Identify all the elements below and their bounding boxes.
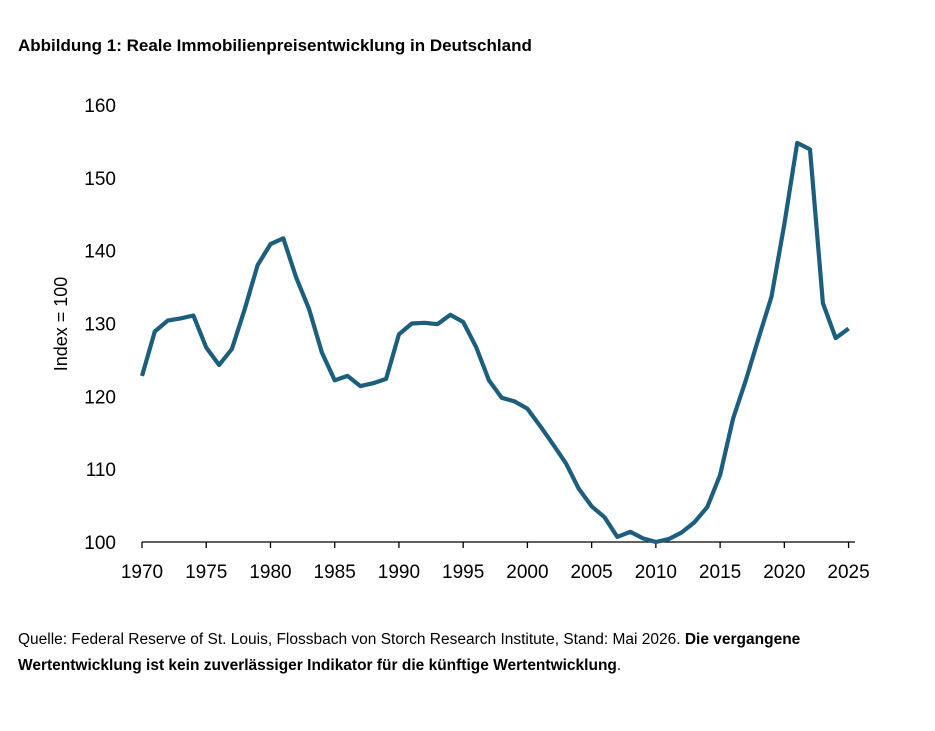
y-tick-labels: 100 110 120 130 140 150 160 [84,96,116,554]
y-tick-label: 140 [84,242,116,263]
x-tick-label: 2005 [570,562,612,583]
y-tick-label: 120 [84,387,116,408]
x-tick-label: 2025 [827,562,869,583]
y-tick-label: 100 [84,533,116,554]
x-tick-marks [141,542,850,548]
x-tick-label: 2010 [635,562,677,583]
x-tick-labels: 1970 1975 1980 1985 1990 1995 2000 2005 2010 2015… [121,562,870,583]
y-tick-label: 130 [84,315,116,336]
x-tick-label: 1980 [249,562,291,583]
y-tick-label: 150 [84,169,116,190]
x-tick-label: 2000 [506,562,548,583]
footnote: Quelle: Federal Reserve of St. Louis, Fl… [18,627,918,679]
x-tick-label: 1975 [185,562,227,583]
x-tick-label: 1995 [442,562,484,583]
x-tick-label: 1970 [121,562,163,583]
disclaimer: Die vergangene Wertentwicklung ist kein … [18,631,801,674]
source-note: Quelle: Federal Reserve of St. Louis, Fl… [18,631,681,648]
series-group [139,140,850,545]
x-tick-label: 2020 [763,562,805,583]
footnote-end: . [616,657,622,674]
y-tick-label: 110 [86,460,116,481]
y-tick-label: 160 [84,96,116,117]
x-tick-label: 2015 [699,562,741,583]
x-tick-label: 1990 [378,562,420,583]
x-tick-label: 1985 [314,562,356,583]
chart-title: Abbildung 1: Reale Immobilienpreisentwic… [18,36,532,55]
series-line [139,140,850,545]
y-axis-title: Index = 100 [51,277,71,372]
